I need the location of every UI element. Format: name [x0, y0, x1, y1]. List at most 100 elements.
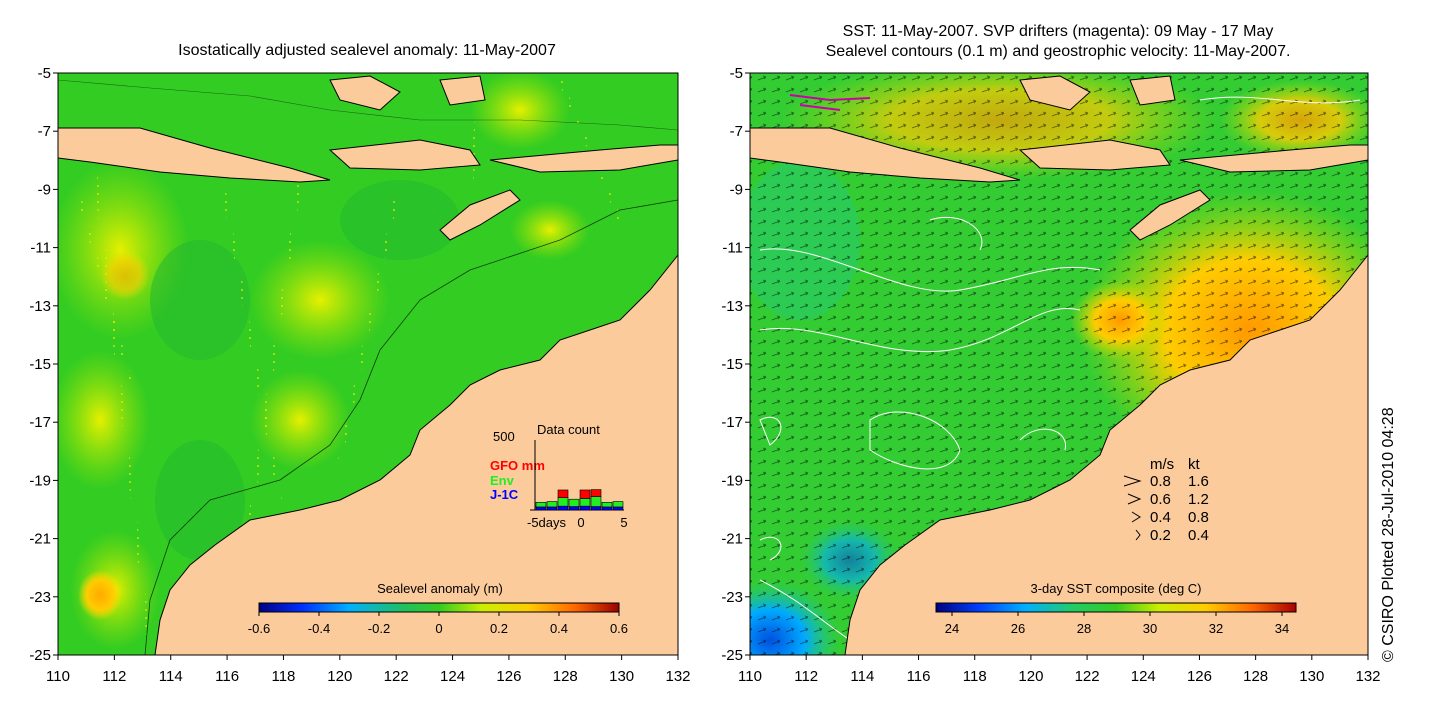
left-x-tick-label: 130: [609, 668, 634, 685]
right-y-tick-label: -21: [721, 531, 743, 548]
left-panel-title: Isostatically adjusted sealevel anomaly:…: [178, 42, 556, 59]
left-y-axis: -5 -7 -9 -11 -13 -15 -17 -19 -21 -23 -25: [29, 65, 58, 664]
right-x-tick-label: 114: [850, 668, 874, 685]
left-colorbar-tick-label: 0: [435, 621, 442, 636]
left-y-tick-label: -7: [38, 123, 51, 140]
left-x-tick-label: 122: [384, 668, 409, 685]
data-count-bar-env: [602, 502, 612, 507]
left-y-tick-label: -21: [29, 531, 51, 548]
left-map-field: [50, 70, 678, 655]
left-x-tick-label: 124: [440, 668, 465, 685]
velocity-legend-kt: 0.4: [1188, 527, 1209, 544]
right-x-tick-label: 124: [1131, 668, 1156, 685]
right-y-tick-label: -15: [721, 356, 743, 373]
left-x-tick-label: 132: [665, 668, 690, 685]
left-x-tick-label: 126: [496, 668, 521, 685]
right-y-tick-label: -11: [722, 240, 743, 257]
left-colorbar-tick-label: -0.2: [368, 621, 390, 636]
left-y-tick-label: -19: [29, 472, 51, 489]
right-panel-title-line1: SST: 11-May-2007. SVP drifters (magenta)…: [843, 23, 1274, 40]
left-x-tick-label: 110: [46, 668, 70, 685]
left-x-tick-label: 112: [102, 668, 126, 685]
right-x-tick-label: 132: [1355, 668, 1380, 685]
left-y-tick-label: -13: [29, 298, 51, 315]
velocity-legend-ms: 0.4: [1150, 509, 1171, 526]
left-colorbar-ramp: [259, 603, 619, 612]
right-colorbar-tick-label: 24: [945, 621, 959, 636]
velocity-legend-kt: 1.6: [1188, 473, 1209, 490]
data-count-bar-j1c: [547, 507, 557, 510]
right-x-tick-label: 110: [738, 668, 762, 685]
data-count-bar-j1c: [569, 507, 579, 510]
data-count-bar-j1c: [558, 506, 568, 510]
data-count-bar-gfo: [591, 490, 601, 497]
velocity-legend-kt: 1.2: [1188, 491, 1209, 508]
right-panel-title-line2: Sealevel contours (0.1 m) and geostrophi…: [826, 43, 1291, 60]
left-x-tick-label: 114: [159, 668, 183, 685]
data-count-title: Data count: [537, 422, 600, 437]
data-count-x-label-start: -5days: [527, 515, 567, 530]
data-count-bar-j1c: [591, 507, 601, 510]
left-y-tick-label: -25: [29, 647, 51, 664]
left-colorbar-tick-label: 0.4: [550, 621, 568, 636]
right-x-tick-label: 118: [963, 668, 987, 685]
right-colorbar-tick-label: 26: [1011, 621, 1025, 636]
left-y-tick-label: -9: [38, 181, 51, 198]
left-colorbar-tick-label: 0.6: [610, 621, 628, 636]
left-x-tick-label: 118: [271, 668, 295, 685]
left-colorbar-tick-label: -0.6: [248, 621, 270, 636]
right-x-tick-label: 128: [1243, 668, 1268, 685]
right-x-tick-label: 116: [907, 668, 931, 685]
data-count-bar-gfo: [558, 490, 568, 498]
right-colorbar-tick-label: 34: [1275, 621, 1289, 636]
left-map-panel: Isostatically adjusted sealevel anomaly:…: [29, 42, 690, 685]
right-x-tick-label: 122: [1075, 668, 1100, 685]
right-y-tick-label: -5: [730, 65, 743, 82]
right-colorbar-tick-label: 28: [1077, 621, 1091, 636]
right-y-tick-label: -25: [721, 647, 743, 664]
legend-env: Env: [490, 473, 515, 488]
right-x-axis: 110 112 114 116 118 120 122 124 126 128 130 132: [738, 655, 1380, 685]
velocity-legend-ms: 0.2: [1150, 527, 1171, 544]
figure: Isostatically adjusted sealevel anomaly:…: [0, 0, 1440, 720]
velocity-legend-header-kt: kt: [1188, 456, 1201, 473]
left-x-tick-label: 128: [553, 668, 578, 685]
data-count-bar-env: [547, 502, 557, 507]
right-colorbar-tick-label: 30: [1143, 621, 1157, 636]
data-count-bar-j1c: [536, 507, 546, 510]
data-count-max-label: 500: [493, 429, 515, 444]
right-y-tick-label: -17: [721, 414, 743, 431]
velocity-legend-header-ms: m/s: [1150, 456, 1174, 473]
data-count-bar-j1c: [613, 507, 623, 510]
data-count-bar-j1c: [580, 506, 590, 510]
left-y-tick-label: -23: [29, 589, 51, 606]
right-x-tick-label: 126: [1187, 668, 1212, 685]
left-x-axis: 110 112 114 116 118 120 122 124 126 128 130 132: [46, 655, 690, 685]
data-count-x-label-end: 5: [620, 515, 627, 530]
left-y-tick-label: -11: [30, 240, 51, 257]
velocity-legend-ms: 0.8: [1150, 473, 1171, 490]
left-x-tick-label: 120: [327, 668, 352, 685]
left-y-tick-label: -15: [29, 356, 51, 373]
data-count-bar-gfo: [580, 490, 590, 498]
data-count-bar-env: [558, 498, 568, 506]
left-x-tick-label: 116: [215, 668, 239, 685]
data-count-bar-j1c: [602, 507, 612, 510]
right-y-tick-label: -13: [721, 298, 743, 315]
data-count-bar-env: [536, 502, 546, 507]
credit-text: © CSIRO Plotted 28-Jul-2010 04:28: [1380, 407, 1397, 662]
data-count-x-label-zero: 0: [577, 515, 584, 530]
right-y-axis: -5 -7 -9 -11 -13 -15 -17 -19 -21 -23 -25: [721, 65, 750, 664]
left-y-tick-label: -5: [38, 65, 51, 82]
data-count-bar-env: [613, 502, 623, 507]
data-count-bar-env: [580, 498, 590, 506]
right-colorbar-title: 3-day SST composite (deg C): [1031, 581, 1202, 596]
left-colorbar-tick-label: -0.4: [308, 621, 330, 636]
right-x-tick-label: 112: [794, 668, 818, 685]
right-y-tick-label: -23: [721, 589, 743, 606]
legend-gfo: GFO mm: [490, 458, 545, 473]
velocity-legend-ms: 0.6: [1150, 491, 1171, 508]
right-colorbar-tick-label: 32: [1209, 621, 1223, 636]
left-colorbar-tick-label: 0.2: [490, 621, 508, 636]
left-colorbar-title: Sealevel anomaly (m): [377, 581, 503, 596]
